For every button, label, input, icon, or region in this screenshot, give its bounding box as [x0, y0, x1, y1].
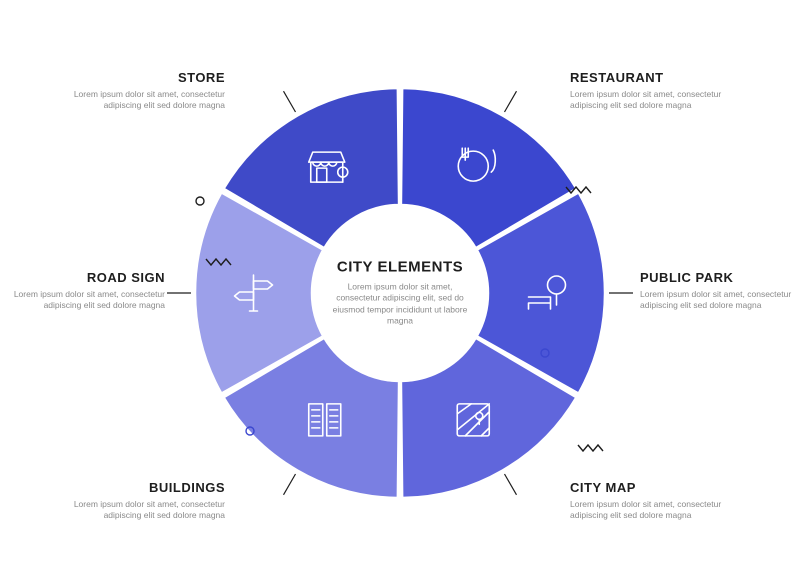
label-city_map: CITY MAP Lorem ipsum dolor sit amet, cons… [570, 480, 735, 522]
tick-store [284, 91, 296, 112]
label-title: RESTAURANT [570, 70, 735, 85]
label-subtitle: Lorem ipsum dolor sit amet, consectetur … [570, 89, 735, 112]
decor-zigzag [578, 445, 603, 451]
label-title: ROAD SIGN [0, 270, 165, 285]
label-title: BUILDINGS [60, 480, 225, 495]
label-title: STORE [60, 70, 225, 85]
center-title: CITY ELEMENTS Lorem ipsum dolor sit amet… [330, 258, 470, 327]
tick-restaurant [505, 91, 517, 112]
label-title: PUBLIC PARK [640, 270, 800, 285]
label-restaurant: RESTAURANT Lorem ipsum dolor sit amet, co… [570, 70, 735, 112]
chart-title: CITY ELEMENTS [330, 258, 470, 275]
infographic-stage: CITY ELEMENTS Lorem ipsum dolor sit amet… [0, 0, 800, 585]
label-title: CITY MAP [570, 480, 735, 495]
label-public_park: PUBLIC PARK Lorem ipsum dolor sit amet, c… [640, 270, 800, 312]
label-subtitle: Lorem ipsum dolor sit amet, consectetur … [0, 289, 165, 312]
label-store: STORE Lorem ipsum dolor sit amet, consect… [60, 70, 225, 112]
label-subtitle: Lorem ipsum dolor sit amet, consectetur … [570, 499, 735, 522]
label-road_sign: ROAD SIGN Lorem ipsum dolor sit amet, con… [0, 270, 165, 312]
label-buildings: BUILDINGS Lorem ipsum dolor sit amet, con… [60, 480, 225, 522]
tick-buildings [284, 473, 296, 494]
label-subtitle: Lorem ipsum dolor sit amet, consectetur … [640, 289, 800, 312]
decor-ring [196, 197, 204, 205]
label-subtitle: Lorem ipsum dolor sit amet, consectetur … [60, 89, 225, 112]
tick-city_map [505, 473, 517, 494]
chart-subtitle: Lorem ipsum dolor sit amet, consectetur … [330, 281, 470, 327]
label-subtitle: Lorem ipsum dolor sit amet, consectetur … [60, 499, 225, 522]
